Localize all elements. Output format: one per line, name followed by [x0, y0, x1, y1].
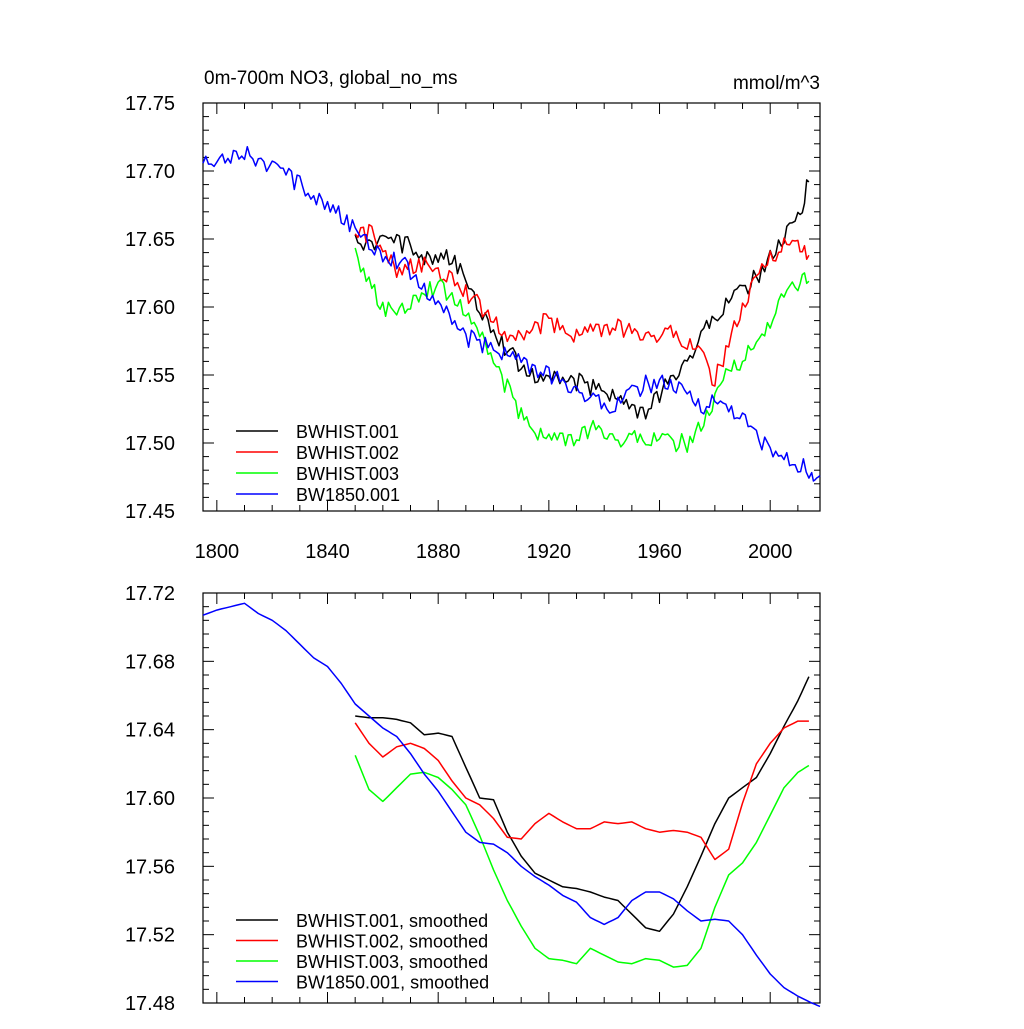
top-panel: 0m-700m NO3, global_no_ms mmol/m^3 17.45…	[125, 68, 821, 563]
top-series-lines	[202, 145, 821, 482]
x-tick-label: 2000	[748, 541, 793, 563]
x-tick-label: 1920	[527, 541, 572, 563]
legend-label: BWHIST.001	[296, 422, 399, 442]
y-tick-label: 17.60	[125, 788, 175, 810]
bottom-series-lines	[202, 602, 821, 1008]
y-tick-label: 17.72	[125, 583, 175, 605]
y-tick-label: 17.48	[125, 993, 175, 1015]
y-tick-label: 17.52	[125, 925, 175, 947]
series-line-bw1850-001	[202, 145, 821, 482]
y-tick-label: 17.75	[125, 93, 175, 115]
top-chart-title: 0m-700m NO3, global_no_ms	[204, 68, 457, 89]
y-tick-label: 17.64	[125, 720, 175, 742]
bottom-y-tick-labels: 17.48 17.52 17.56 17.60 17.64 17.68 17.72	[125, 583, 175, 1015]
series-line-bwhist-003	[354, 247, 810, 453]
top-x-tick-labels: 1800 1840 1880 1920 1960 2000	[195, 541, 793, 563]
legend-label: BWHIST.002	[296, 443, 399, 463]
y-tick-label: 17.70	[125, 161, 175, 183]
top-chart-units: mmol/m^3	[733, 73, 820, 94]
top-y-tick-labels: 17.45 17.50 17.55 17.60 17.65 17.70 17.75	[125, 93, 175, 523]
legend-label: BWHIST.001, smoothed	[296, 911, 488, 931]
legend-label: BWHIST.003, smoothed	[296, 952, 488, 972]
x-tick-label: 1800	[195, 541, 240, 563]
x-tick-label: 1880	[416, 541, 461, 563]
legend-label: BW1850.001, smoothed	[296, 973, 489, 993]
x-tick-label: 1840	[305, 541, 350, 563]
y-tick-label: 17.50	[125, 433, 175, 455]
y-tick-label: 17.60	[125, 297, 175, 319]
top-ticks	[203, 102, 820, 512]
bottom-panel: 17.48 17.52 17.56 17.60 17.64 17.68 17.72 BWHI…	[125, 583, 821, 1015]
legend-label: BWHIST.002, smoothed	[296, 932, 488, 952]
x-tick-label: 1960	[637, 541, 682, 563]
bottom-ticks	[203, 592, 820, 1004]
legend-label: BWHIST.003	[296, 464, 399, 484]
series-line-bwhist-002	[354, 223, 810, 387]
series-line-bwhist-001	[354, 179, 810, 420]
series-line-bwhist-002-smoothed	[354, 720, 809, 861]
y-tick-label: 17.55	[125, 365, 175, 387]
y-tick-label: 17.65	[125, 229, 175, 251]
legend-label: BW1850.001	[296, 485, 400, 505]
y-tick-label: 17.56	[125, 856, 175, 878]
series-line-bwhist-003-smoothed	[354, 755, 810, 968]
y-tick-label: 17.45	[125, 501, 175, 523]
series-line-bwhist-001-smoothed	[355, 676, 810, 933]
y-tick-label: 17.68	[125, 651, 175, 673]
series-line-bw1850-001-smoothed	[202, 602, 821, 1008]
